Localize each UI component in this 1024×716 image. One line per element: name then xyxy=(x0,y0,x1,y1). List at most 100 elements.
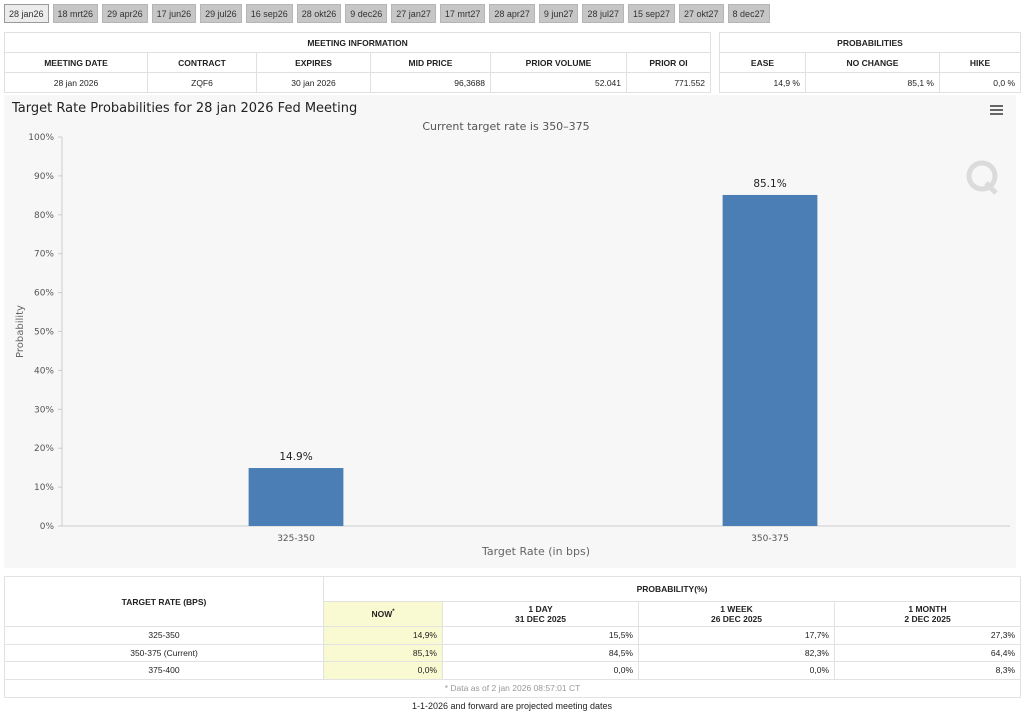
column-header: CONTRACT xyxy=(147,52,257,73)
tab-bar: 28 jan26 18 mrt26 29 apr26 17 jun26 29 jul26… xyxy=(4,4,770,23)
column-header: MEETING DATE xyxy=(4,52,148,73)
chart-title: Target Rate Probabilities for 28 jan 202… xyxy=(11,101,357,116)
data-row: 325-350 14,9% 15,5% 17,7% 27,3% xyxy=(4,626,1022,645)
cell: 14,9% xyxy=(323,626,443,645)
y-tick-label: 50% xyxy=(34,328,54,338)
date-tab[interactable]: 17 mrt27 xyxy=(439,4,486,23)
date-tab[interactable]: 27 jan27 xyxy=(391,4,436,23)
y-tick-label: 100% xyxy=(28,133,54,143)
column-header: 1 WEEK 26 DEC 2025 xyxy=(638,601,835,627)
date-tab[interactable]: 9 dec26 xyxy=(345,4,388,23)
group-header: PROBABILITY(%) xyxy=(322,576,1022,602)
cell: 64,4% xyxy=(833,643,1022,662)
table-title: PROBABILITIES xyxy=(718,32,1022,53)
cell: 8,3% xyxy=(833,661,1022,680)
date-tab[interactable]: 27 okt27 xyxy=(679,4,724,23)
y-tick-label: 80% xyxy=(34,211,54,221)
menu-bar xyxy=(990,109,1003,111)
cell: 82,3% xyxy=(638,643,835,662)
column-header: MID PRICE xyxy=(370,52,491,73)
probabilities-table: PROBABILITIES EASE NO CHANGE HIKE 14,9 % 85,1… xyxy=(718,32,1022,93)
group-header-row: TARGET RATE (BPS) PROBABILITY(%) xyxy=(4,576,1022,627)
data-row: 350-375 (Current) 85,1% 84,5% 82,3% 64,4% xyxy=(4,643,1022,662)
y-tick-label: 30% xyxy=(34,405,54,415)
cell: 27,3% xyxy=(833,626,1022,645)
probability-table: TARGET RATE (BPS) PROBABILITY(%) NOW* 1 DAY… xyxy=(3,576,1022,698)
cell: 0,0% xyxy=(442,661,639,680)
date-tab[interactable]: 28 jul27 xyxy=(582,4,624,23)
cell: 17,7% xyxy=(638,626,835,645)
column-header: HIKE xyxy=(938,52,1022,73)
cell: 85,1 % xyxy=(805,72,940,93)
bar xyxy=(722,194,818,526)
y-axis-label: Probability xyxy=(15,305,26,358)
cell: 15,5% xyxy=(442,626,639,645)
cell: 325-350 xyxy=(4,626,324,645)
date-tab[interactable]: 17 jun26 xyxy=(151,4,197,23)
column-note: * xyxy=(392,609,395,616)
y-tick-label: 90% xyxy=(34,172,54,182)
cell: 0,0% xyxy=(323,661,443,680)
chart-subtitle: Current target rate is 350–375 xyxy=(422,120,589,133)
title-row: PROBABILITIES xyxy=(718,32,1022,53)
date-tab[interactable]: 15 sep27 xyxy=(627,4,676,23)
cell: 96,3688 xyxy=(370,72,491,93)
table-title: MEETING INFORMATION xyxy=(3,32,712,53)
date-tab[interactable]: 16 sep26 xyxy=(245,4,293,23)
column-header: 1 DAY 31 DEC 2025 xyxy=(442,601,639,627)
date-tab[interactable]: 8 dec27 xyxy=(727,4,770,23)
cell: 85,1% xyxy=(323,643,443,662)
column-date: 26 DEC 2025 xyxy=(710,614,763,624)
cell: 30 jan 2026 xyxy=(256,72,371,93)
y-tick-label: 10% xyxy=(34,483,54,493)
column-label: NOW xyxy=(371,609,393,619)
x-tick-label: 325-350 xyxy=(277,534,315,544)
meeting-table: MEETING INFORMATION MEETING DATE CONTRACT E… xyxy=(3,32,712,93)
date-tab[interactable]: 29 jul26 xyxy=(200,4,242,23)
column-header: PRIOR OI xyxy=(625,52,712,73)
y-tick-label: 40% xyxy=(34,366,54,376)
title-row: MEETING INFORMATION xyxy=(3,32,712,53)
data-label: 85.1% xyxy=(753,178,786,190)
watermark-q xyxy=(966,160,998,192)
data-label: 14.9% xyxy=(279,451,312,463)
chart: Target Rate Probabilities for 28 jan 202… xyxy=(11,101,1010,558)
column-label: 1 DAY xyxy=(528,604,553,614)
date-tab[interactable]: 28 jan26 xyxy=(4,4,49,23)
cell: ZQF6 xyxy=(147,72,257,93)
y-tick-label: 0% xyxy=(40,522,55,532)
header-row: MEETING DATE CONTRACT EXPIRES MID PRICE PRIO… xyxy=(4,52,712,73)
column-header: NO CHANGE xyxy=(805,52,940,73)
header-row: EASE NO CHANGE HIKE xyxy=(719,52,1022,73)
data-row: 28 jan 2026 ZQF6 30 jan 2026 96,3688 52.041 7… xyxy=(4,72,712,93)
x-tick-label: 350-375 xyxy=(751,534,789,544)
date-tab[interactable]: 28 apr27 xyxy=(489,4,535,23)
column-header-row: NOW* 1 DAY 31 DEC 2025 1 WEEK 26 DEC 2025 1 M… xyxy=(5,601,1022,627)
date-tab[interactable]: 9 jun27 xyxy=(538,4,579,23)
y-tick-label: 20% xyxy=(34,444,54,454)
date-tab[interactable]: 18 mrt26 xyxy=(52,4,99,23)
column-date: 2 DEC 2025 xyxy=(904,614,951,624)
date-tab[interactable]: 29 apr26 xyxy=(102,4,148,23)
cell: 350-375 (Current) xyxy=(4,643,324,662)
cell: 84,5% xyxy=(442,643,639,662)
footer-note: 1-1-2026 and forward are projected meeti… xyxy=(411,701,613,711)
column-label: 1 WEEK xyxy=(720,604,753,614)
column-header: PRIOR VOLUME xyxy=(490,52,627,73)
column-header: EXPIRES xyxy=(256,52,371,73)
column-date: 31 DEC 2025 xyxy=(514,614,567,624)
cell: 771.552 xyxy=(625,72,712,93)
column-header: 1 MONTH 2 DEC 2025 xyxy=(833,601,1022,627)
cell: 14,9 % xyxy=(719,72,806,93)
y-tick-label: 60% xyxy=(34,289,54,299)
cell: 0,0% xyxy=(638,661,835,680)
footnote: * Data as of 2 jan 2026 08:57:01 CT xyxy=(3,678,1022,698)
x-axis-label: Target Rate (in bps) xyxy=(481,545,590,558)
cell: 375-400 xyxy=(4,661,324,680)
menu-icon[interactable] xyxy=(990,105,1003,115)
menu-bar xyxy=(990,113,1003,115)
cell: 28 jan 2026 xyxy=(4,72,148,93)
date-tab[interactable]: 28 okt26 xyxy=(296,4,342,23)
column-header: EASE xyxy=(719,52,806,73)
